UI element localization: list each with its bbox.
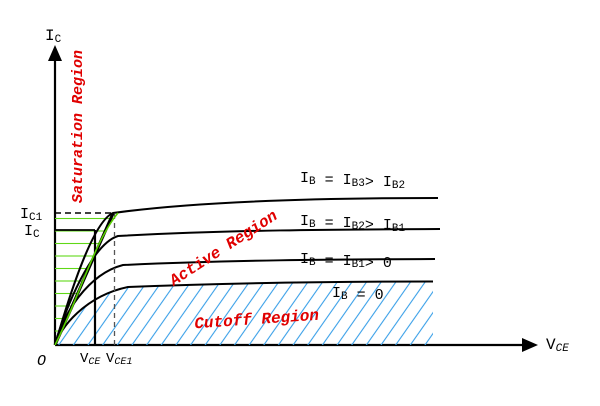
svg-text:IB = 0: IB = 0	[332, 285, 384, 304]
svg-text:VCE1: VCE1	[106, 351, 132, 368]
svg-text:IC: IC	[45, 27, 62, 46]
svg-text:IC1: IC1	[20, 206, 43, 224]
svg-text:IB = IB2> IB1: IB = IB2> IB1	[300, 213, 405, 235]
svg-text:O: O	[37, 353, 46, 370]
svg-text:IC: IC	[24, 223, 40, 241]
svg-text:IB = IB3> IB2: IB = IB3> IB2	[300, 170, 405, 192]
svg-text:Saturation Region: Saturation Region	[70, 50, 87, 203]
svg-text:VCE: VCE	[80, 351, 101, 368]
svg-text:Active Region: Active Region	[166, 207, 281, 291]
svg-text:IB = IB1> 0: IB = IB1> 0	[300, 251, 392, 272]
svg-text:VCE: VCE	[546, 336, 569, 355]
